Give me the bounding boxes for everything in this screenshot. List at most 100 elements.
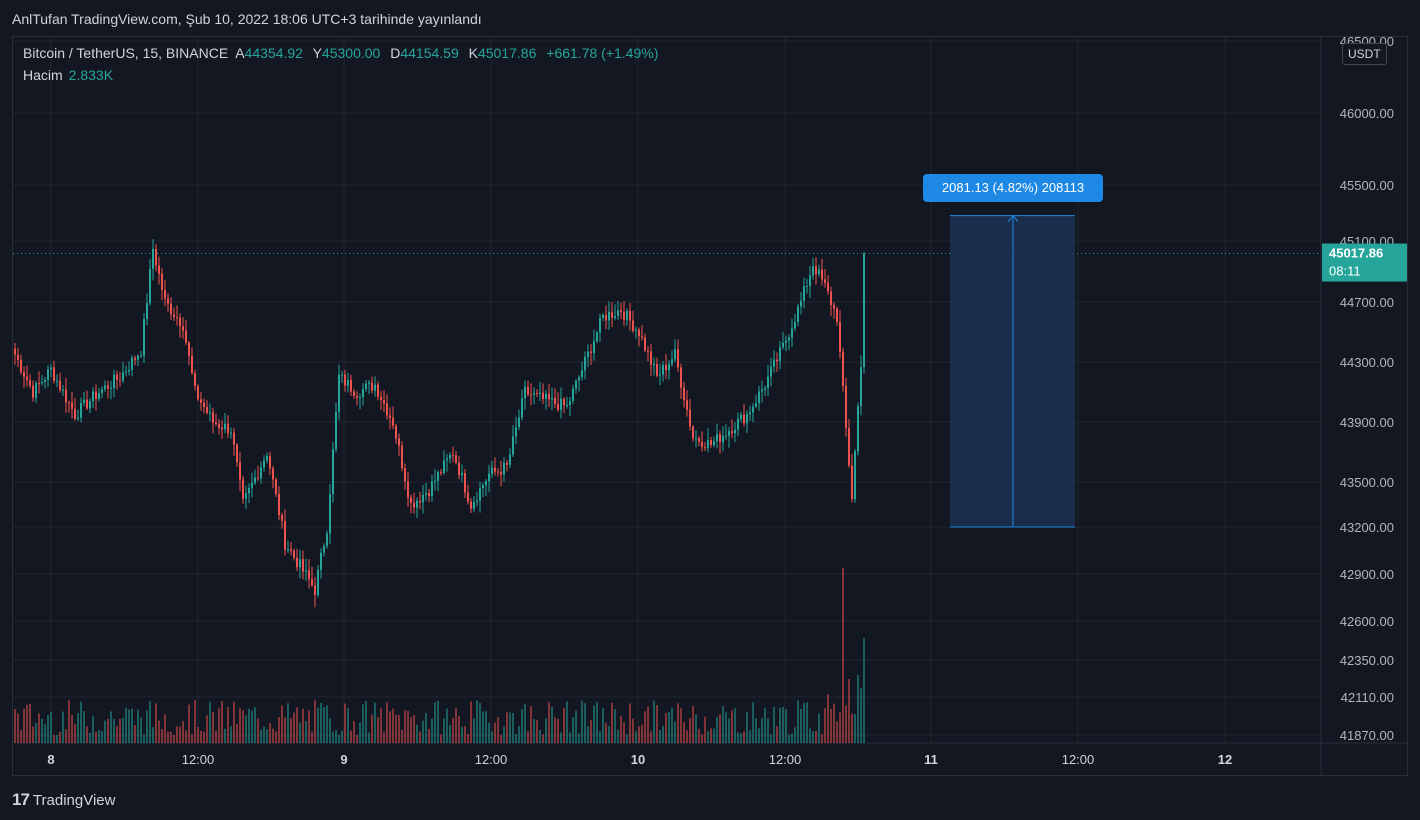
candle-body <box>335 411 337 450</box>
candle-body <box>536 393 538 395</box>
volume-bar <box>122 717 124 743</box>
candle-body <box>17 354 19 360</box>
volume-bar <box>776 726 778 743</box>
candle-body <box>569 400 571 405</box>
volume-bar <box>521 709 523 743</box>
volume-bar <box>194 700 196 743</box>
volume-bar <box>635 731 637 743</box>
candle-body <box>863 253 865 368</box>
symbol-label[interactable]: Bitcoin / TetherUS, 15, BINANCE <box>23 45 229 61</box>
candle-body <box>491 467 493 474</box>
candle-body <box>392 417 394 426</box>
candle-body <box>731 430 733 434</box>
candle-body <box>824 279 826 283</box>
candle-body <box>404 468 406 482</box>
candle-body <box>659 374 661 376</box>
volume-bar <box>224 728 226 743</box>
candle-body <box>743 414 745 424</box>
candle-body <box>797 306 799 322</box>
candle-body <box>461 473 463 476</box>
volume-bar <box>545 718 547 743</box>
volume-bar <box>95 731 97 743</box>
volume-bar <box>269 723 271 743</box>
volume-bar <box>512 713 514 743</box>
volume-bar <box>815 731 817 743</box>
candle-body <box>818 269 820 275</box>
candle-body <box>665 365 667 371</box>
candle-body <box>353 391 355 396</box>
volume-value: 2.833K <box>68 67 114 83</box>
volume-bar <box>863 638 865 743</box>
volume-bar <box>710 728 712 743</box>
candle-body <box>302 559 304 572</box>
candle-body <box>104 385 106 390</box>
volume-bar <box>836 721 838 743</box>
volume-bar <box>413 715 415 743</box>
volume-bar <box>116 726 118 743</box>
volume-bar <box>770 734 772 743</box>
candle-body <box>233 432 235 445</box>
volume-bar <box>263 726 265 743</box>
volume-bar <box>440 734 442 743</box>
candle-body <box>524 386 526 399</box>
volume-bar <box>494 722 496 743</box>
volume-bar <box>248 708 250 743</box>
volume-bar <box>41 718 43 743</box>
volume-bar <box>419 731 421 743</box>
candle-body <box>269 455 271 469</box>
volume-bar <box>119 718 121 743</box>
volume-bar <box>143 734 145 743</box>
volume-bar <box>749 730 751 743</box>
candle-body <box>470 501 472 509</box>
measure-label[interactable]: 2081.13 (4.82%) 208113 <box>923 174 1103 202</box>
volume-bar <box>857 675 859 743</box>
price-chart[interactable]: 46500.0046000.0045500.0045100.0044700.00… <box>13 37 1408 776</box>
candle-body <box>296 557 298 568</box>
volume-bar <box>707 731 709 743</box>
candle-body <box>677 349 679 368</box>
candle-body <box>389 415 391 418</box>
chart-pane[interactable]: 46500.0046000.0045500.0045100.0044700.00… <box>12 36 1408 776</box>
volume-bar <box>185 730 187 743</box>
candle-body <box>185 330 187 343</box>
candle-body <box>587 351 589 357</box>
volume-bar <box>155 703 157 743</box>
candle-body <box>113 374 115 388</box>
volume-bar <box>563 708 565 743</box>
y-tick-label: 42350.00 <box>1340 653 1394 668</box>
candle-body <box>326 533 328 546</box>
candle-body <box>788 337 790 341</box>
volume-bar <box>782 706 784 743</box>
candle-body <box>836 308 838 322</box>
volume-bar <box>449 724 451 743</box>
volume-bar <box>335 730 337 743</box>
volume-bar <box>785 708 787 743</box>
candle-body <box>89 401 91 409</box>
volume-bar <box>458 715 460 743</box>
candle-body <box>86 399 88 409</box>
volume-bar <box>176 726 178 743</box>
candle-body <box>539 392 541 394</box>
volume-bar <box>569 732 571 743</box>
candle-body <box>344 374 346 386</box>
candle-body <box>749 412 751 415</box>
y-tick-label: 43900.00 <box>1340 415 1394 430</box>
candle-body <box>287 549 289 551</box>
candle-body <box>467 492 469 502</box>
candle-body <box>782 342 784 348</box>
candle-body <box>50 367 52 370</box>
volume-bar <box>821 734 823 743</box>
y-tick-label: 45500.00 <box>1340 178 1394 193</box>
volume-bar <box>653 700 655 743</box>
currency-badge[interactable]: USDT <box>1342 43 1387 65</box>
candle-body <box>653 363 655 365</box>
volume-bar <box>236 723 238 743</box>
candle-body <box>809 275 811 287</box>
candle-body <box>170 303 172 315</box>
candle-body <box>356 395 358 398</box>
candle-body <box>176 316 178 318</box>
candle-body <box>500 471 502 475</box>
volume-bar <box>761 718 763 743</box>
volume-bar <box>536 720 538 743</box>
candle-body <box>512 436 514 455</box>
